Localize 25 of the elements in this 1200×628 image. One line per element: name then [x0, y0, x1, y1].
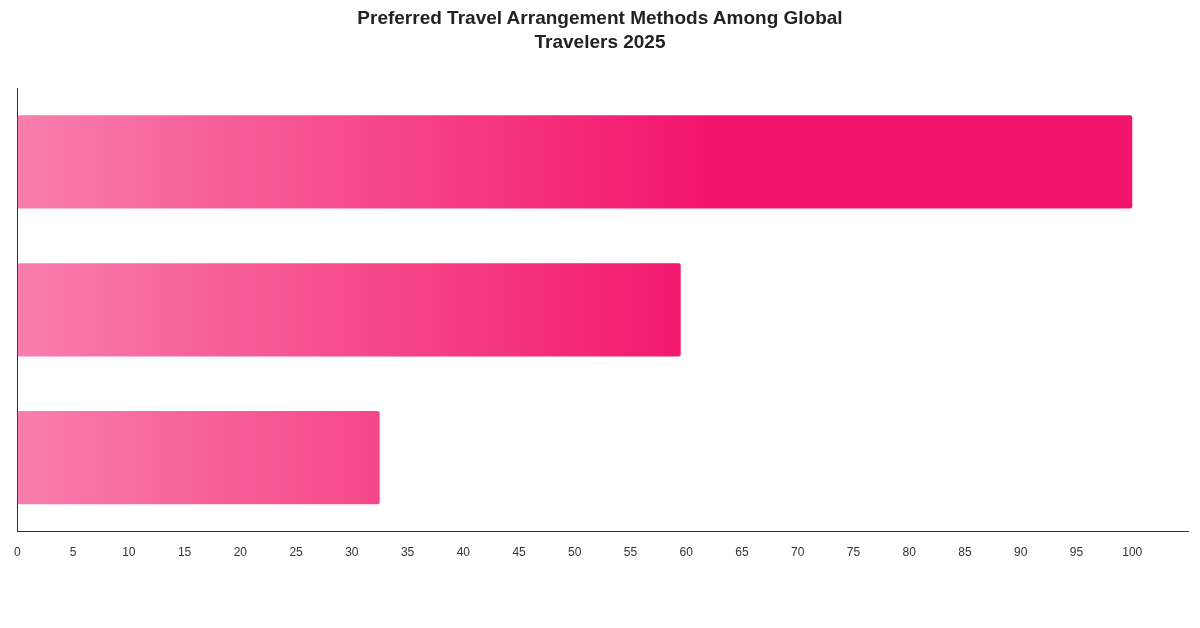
x-tick-label: 70 [791, 545, 805, 560]
x-tick-label: 75 [846, 545, 861, 560]
x-tick-label: 40 [456, 545, 471, 560]
x-tick-label: 95 [1069, 545, 1084, 560]
chart-title: Preferred Travel Arrangement Methods Among Global Travelers 2025 [356, 6, 844, 54]
x-tick-label: 80 [902, 545, 917, 560]
x-tick-label: 50 [568, 545, 582, 560]
x-tick-label: 20 [233, 545, 248, 560]
x-tick-label: 100 [1122, 545, 1143, 560]
x-tick-label: 0 [13, 545, 21, 560]
x-tick-label: 5 [69, 545, 77, 560]
x-tick-label: 15 [177, 545, 192, 560]
bar [17, 263, 681, 357]
x-tick-label: 35 [400, 545, 415, 560]
x-tick-label: 45 [512, 545, 527, 560]
x-tick-label: 90 [1014, 545, 1028, 560]
x-tick-label: 65 [735, 545, 750, 560]
bar [17, 411, 380, 505]
x-tick-label: 25 [289, 545, 304, 560]
x-tick-label: 55 [623, 545, 638, 560]
x-tick-label: 85 [958, 545, 973, 560]
bar [17, 115, 1133, 209]
x-tick-label: 10 [122, 545, 136, 560]
x-tick-label: 60 [679, 545, 694, 560]
x-tick-label: 30 [345, 545, 359, 560]
